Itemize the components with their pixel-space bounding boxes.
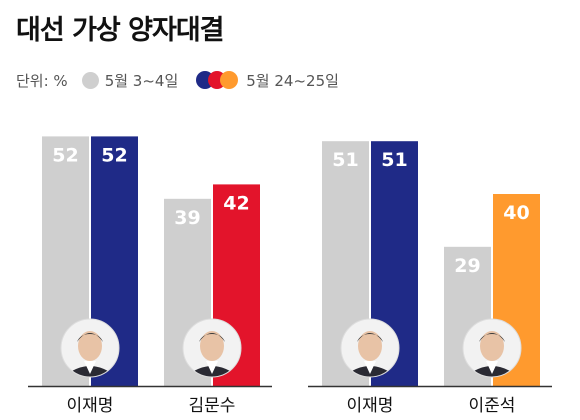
- bar-label-lee-jae-myung-before: 52: [52, 144, 78, 166]
- bar-label-lee-jae-myung-after: 51: [381, 149, 407, 171]
- legend-label-before: 5월 3~4일: [104, 71, 179, 90]
- avatar-ring-kim-moon-soo: [182, 318, 242, 378]
- unit-label: 단위: %: [16, 71, 68, 90]
- avatar-lee-jae-myung: [61, 319, 119, 377]
- bar-label-lee-jun-seok-before: 29: [454, 255, 480, 277]
- bar-label-lee-jun-seok-after: 40: [503, 202, 529, 224]
- legend: 단위: % 5월 3~4일 5월 24~25일: [16, 68, 339, 92]
- bar-label-lee-jae-myung-before: 51: [332, 149, 358, 171]
- bar-label-lee-jae-myung-after: 52: [101, 144, 127, 166]
- bar-label-kim-moon-soo-before: 39: [174, 207, 200, 229]
- avatar-ring-lee-jae-myung: [340, 318, 400, 378]
- legend-swatch-after: [196, 71, 240, 89]
- candidate-label-lee-jun-seok: 이준석: [469, 396, 516, 416]
- avatar-lee-jae-myung: [341, 319, 399, 377]
- avatar-ring-lee-jun-seok: [462, 318, 522, 378]
- candidate-label-lee-jae-myung: 이재명: [347, 396, 394, 416]
- candidate-label-lee-jae-myung: 이재명: [67, 396, 114, 416]
- legend-label-after: 5월 24~25일: [246, 71, 339, 90]
- candidate-label-kim-moon-soo: 김문수: [189, 396, 236, 416]
- avatar-ring-lee-jae-myung: [60, 318, 120, 378]
- legend-swatch-before: [81, 71, 99, 89]
- avatar-lee-jun-seok: [463, 319, 521, 377]
- legend-dot-lee-jun-seok: [220, 71, 239, 89]
- chart-title: 대선 가상 양자대결: [16, 15, 225, 46]
- bar-label-kim-moon-soo-after: 42: [223, 192, 249, 214]
